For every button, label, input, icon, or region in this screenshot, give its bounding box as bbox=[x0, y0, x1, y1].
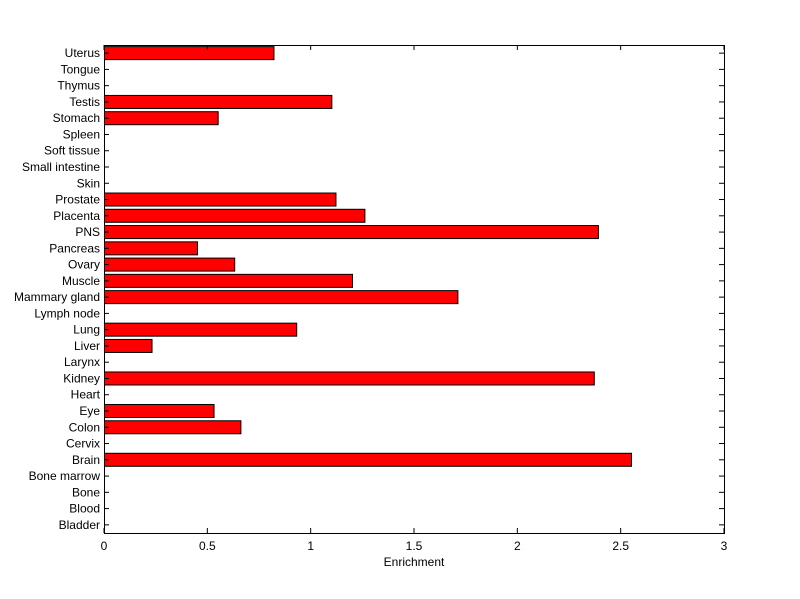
y-tick-label: Small intestine bbox=[22, 160, 100, 174]
bar-kidney bbox=[104, 371, 595, 386]
x-tick-label: 1.5 bbox=[406, 539, 423, 553]
bar-colon bbox=[104, 420, 242, 435]
y-tick-label: Blood bbox=[69, 502, 100, 516]
y-tick-label: Muscle bbox=[62, 274, 100, 288]
bar-testis bbox=[104, 94, 333, 109]
y-tick-label: Prostate bbox=[55, 193, 100, 207]
bar-brain bbox=[104, 452, 632, 467]
x-tick-label: 1 bbox=[307, 539, 314, 553]
bar-liver bbox=[104, 338, 153, 353]
y-tick-label: Testis bbox=[69, 95, 100, 109]
x-tick-label: 0 bbox=[101, 539, 108, 553]
y-axis: Bladder Blood Bone Bone marrow Brain Cervix Co… bbox=[14, 46, 724, 532]
bars-group bbox=[104, 46, 632, 467]
y-tick-label: Pancreas bbox=[49, 241, 100, 255]
bar-mammary-gland bbox=[104, 290, 459, 305]
bar-pancreas bbox=[104, 241, 198, 256]
bar-stomach bbox=[104, 111, 219, 126]
y-tick-label: Brain bbox=[72, 453, 100, 467]
x-tick-label: 0.5 bbox=[199, 539, 216, 553]
x-tick-label: 2.5 bbox=[612, 539, 629, 553]
y-tick-label: Bone marrow bbox=[29, 469, 101, 483]
y-tick-label: Placenta bbox=[53, 209, 100, 223]
y-tick-label: PNS bbox=[75, 225, 100, 239]
bar-lung bbox=[104, 322, 298, 337]
y-tick-label: Stomach bbox=[53, 111, 100, 125]
bar-uterus bbox=[104, 46, 275, 61]
y-tick-label: Soft tissue bbox=[44, 144, 100, 158]
y-tick-label: Lung bbox=[73, 323, 100, 337]
y-tick-label: Larynx bbox=[64, 355, 100, 369]
bar-prostate bbox=[104, 192, 337, 207]
y-tick-label: Heart bbox=[71, 388, 101, 402]
x-tick-label: 3 bbox=[721, 539, 728, 553]
y-tick-label: Ovary bbox=[68, 258, 100, 272]
x-tick-label: 2 bbox=[514, 539, 521, 553]
y-tick-label: Bone bbox=[72, 485, 100, 499]
y-tick-label: Lymph node bbox=[34, 306, 100, 320]
y-tick-label: Mammary gland bbox=[14, 290, 100, 304]
x-axis-label: Enrichment bbox=[384, 555, 445, 569]
y-tick-label: Liver bbox=[74, 339, 100, 353]
y-tick-label: Kidney bbox=[63, 371, 100, 385]
x-axis: 0 0.5 1 1.5 2 2.5 3 bbox=[101, 45, 728, 553]
y-tick-label: Spleen bbox=[63, 127, 100, 141]
y-tick-label: Uterus bbox=[65, 46, 100, 60]
y-tick-label: Bladder bbox=[59, 518, 100, 532]
y-tick-label: Colon bbox=[69, 420, 100, 434]
y-tick-label: Eye bbox=[79, 404, 100, 418]
bar-muscle bbox=[104, 273, 353, 288]
y-tick-label: Thymus bbox=[57, 79, 100, 93]
y-tick-label: Cervix bbox=[66, 437, 100, 451]
bar-pns bbox=[104, 225, 599, 240]
y-tick-label: Skin bbox=[77, 176, 100, 190]
bar-placenta bbox=[104, 208, 366, 223]
bar-ovary bbox=[104, 257, 236, 272]
bar-eye bbox=[104, 403, 215, 418]
y-tick-label: Tongue bbox=[61, 62, 101, 76]
